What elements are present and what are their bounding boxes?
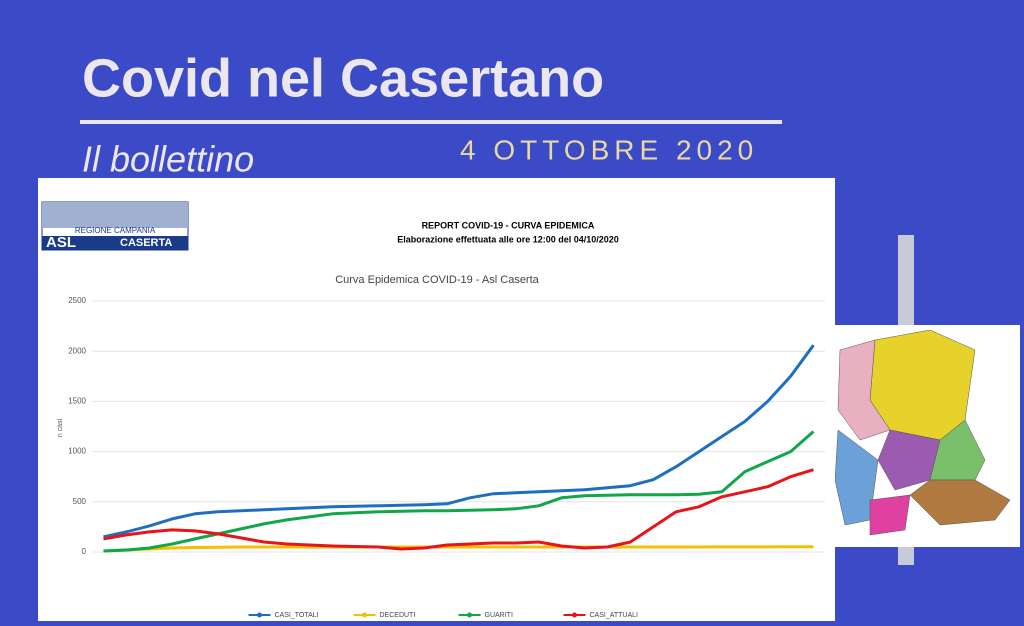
report-title: REPORT COVID-19 - CURVA EPIDEMICA <box>422 220 595 230</box>
y-tick-label: 1000 <box>68 447 86 456</box>
banner-date: 4 OTTOBRE 2020 <box>460 134 758 165</box>
logo-band <box>42 236 188 250</box>
logo-top: REGIONE CAMPANIA <box>75 226 156 235</box>
legend-marker <box>572 612 577 618</box>
y-tick-label: 2500 <box>68 296 86 305</box>
y-tick-label: 0 <box>82 547 87 556</box>
legend-marker <box>257 612 262 618</box>
y-tick-label: 500 <box>73 497 87 506</box>
report-subtitle: Elaborazione effettuata alle ore 12:00 d… <box>397 234 619 244</box>
y-axis-label: n casi <box>57 418 64 437</box>
map <box>834 325 1020 547</box>
logo-building <box>42 202 188 228</box>
banner-title: Covid nel Casertano <box>82 48 604 108</box>
y-tick-label: 2000 <box>68 346 86 355</box>
map-area <box>909 479 1011 526</box>
chart-title: Curva Epidemica COVID-19 - Asl Caserta <box>335 274 539 286</box>
map-area <box>834 429 879 526</box>
map-area <box>877 429 941 491</box>
series-line <box>103 344 815 539</box>
legend-marker <box>362 612 367 618</box>
series-line <box>103 468 814 551</box>
logo: REGIONE CAMPANIA ASL CASERTA <box>41 201 189 251</box>
logo-side: CASERTA <box>120 237 172 249</box>
y-tick-label: 1500 <box>68 397 86 406</box>
banner-subtitle: Il bollettino <box>82 139 254 180</box>
logo-main: ASL <box>46 234 76 251</box>
map-area <box>869 494 911 536</box>
legend-label: GUARITI <box>485 612 513 619</box>
legend-label: CASI_ATTUALI <box>590 612 639 619</box>
series-line <box>103 545 814 553</box>
legend-marker <box>467 612 472 618</box>
map-area <box>929 419 986 481</box>
legend-label: CASI_TOTALI <box>275 612 319 619</box>
plot: 0 500 1000 1500 2000 2500 CASI_TOTALI DECEDUTI G… <box>68 296 825 619</box>
legend-label: DECEDUTI <box>380 612 416 619</box>
